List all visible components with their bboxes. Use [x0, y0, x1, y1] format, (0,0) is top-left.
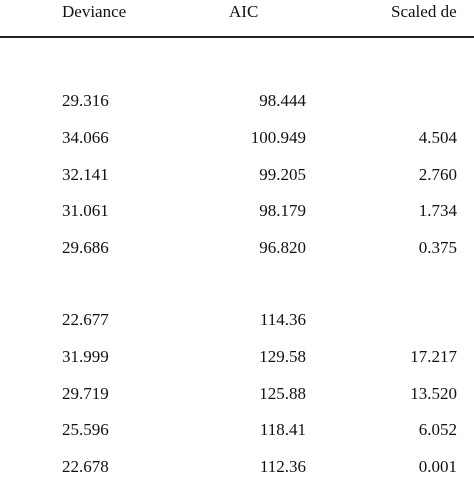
table-cell: 2.760 — [418, 164, 457, 184]
table-cell: 129.58 — [259, 346, 306, 366]
table-cell: 100.949 — [250, 127, 306, 147]
table-cell: 22.678 — [62, 457, 109, 477]
table-cell: 118.41 — [259, 420, 306, 440]
table-cell: 0.001 — [418, 457, 457, 477]
table-cell: 96.820 — [259, 238, 306, 258]
table-cell: 112.36 — [259, 457, 306, 477]
table-cell: 29.686 — [62, 238, 109, 258]
table-cell: 29.316 — [62, 91, 109, 110]
table-cell: 34.066 — [62, 127, 109, 147]
table-cell: 32.141 — [62, 164, 109, 184]
table-cell: 0.375 — [418, 238, 457, 258]
table-cell: 125.88 — [259, 383, 306, 403]
column-header: Deviance — [62, 2, 127, 21]
table-cell: 6.052 — [418, 420, 457, 440]
table-cell: 98.179 — [259, 201, 306, 221]
column-header: AIC — [229, 2, 259, 21]
table-cell: 13.520 — [410, 383, 457, 403]
table-cell: 31.061 — [62, 201, 109, 221]
table-cell: 31.999 — [62, 346, 109, 366]
column-header: Scaled de — [391, 2, 457, 21]
table-cell: 29.719 — [62, 383, 109, 403]
table-cell: 25.596 — [62, 420, 109, 440]
table-cell: 22.677 — [62, 310, 109, 329]
table-cell: 17.217 — [410, 346, 457, 366]
header-rule — [0, 36, 474, 38]
table-cell: 98.444 — [259, 91, 306, 110]
table-cell: 99.205 — [259, 164, 306, 184]
table-cell: 114.36 — [259, 310, 306, 329]
table-cell: 4.504 — [418, 127, 457, 147]
table-cell: 1.734 — [418, 201, 457, 221]
